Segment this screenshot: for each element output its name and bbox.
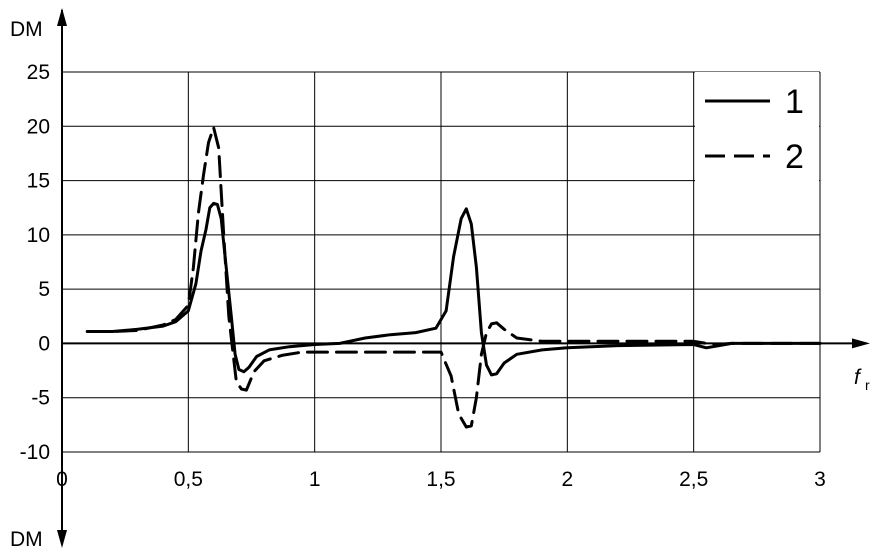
y-tick-label: 10 xyxy=(27,224,50,247)
y-tick-label: 25 xyxy=(27,61,50,84)
y-axis-arrow-down xyxy=(57,530,67,548)
y-tick-label: 5 xyxy=(38,278,50,301)
x-tick-label: 0 xyxy=(56,468,68,491)
series-group xyxy=(85,125,822,429)
y-tick-label: 15 xyxy=(27,170,50,193)
y-tick-label: -10 xyxy=(20,441,50,464)
x-axis-label: f xyxy=(854,366,862,389)
x-axis-label-subscript: r xyxy=(865,377,870,393)
series-line-2 xyxy=(85,125,822,429)
y-tick-label: -5 xyxy=(31,387,50,410)
x-tick-label: 1 xyxy=(309,468,321,491)
y-tick-label: 0 xyxy=(38,332,50,355)
x-tick-label: 3 xyxy=(814,468,826,491)
legend: 1 2 xyxy=(695,72,819,182)
legend-label-1: 1 xyxy=(785,83,804,121)
x-axis-arrow xyxy=(852,338,870,349)
legend-box xyxy=(695,72,819,182)
y-axis-label-bottom: DM xyxy=(10,528,43,550)
grid xyxy=(62,71,821,453)
series-line-1 xyxy=(85,201,822,377)
y-axis-label-top: DM xyxy=(10,18,43,41)
y-axis-arrow-up xyxy=(57,8,67,26)
x-tick-label: 0,5 xyxy=(174,468,203,491)
legend-label-2: 2 xyxy=(785,138,804,176)
x-tick-label: 2 xyxy=(561,468,573,491)
tick-labels: 25 20 15 10 5 0 -5 -10 0 0,5 1 1,5 2 2,5 3 xyxy=(20,61,826,491)
y-tick-label: 20 xyxy=(27,115,50,138)
x-tick-label: 2,5 xyxy=(679,468,708,491)
x-tick-label: 1,5 xyxy=(426,468,455,491)
